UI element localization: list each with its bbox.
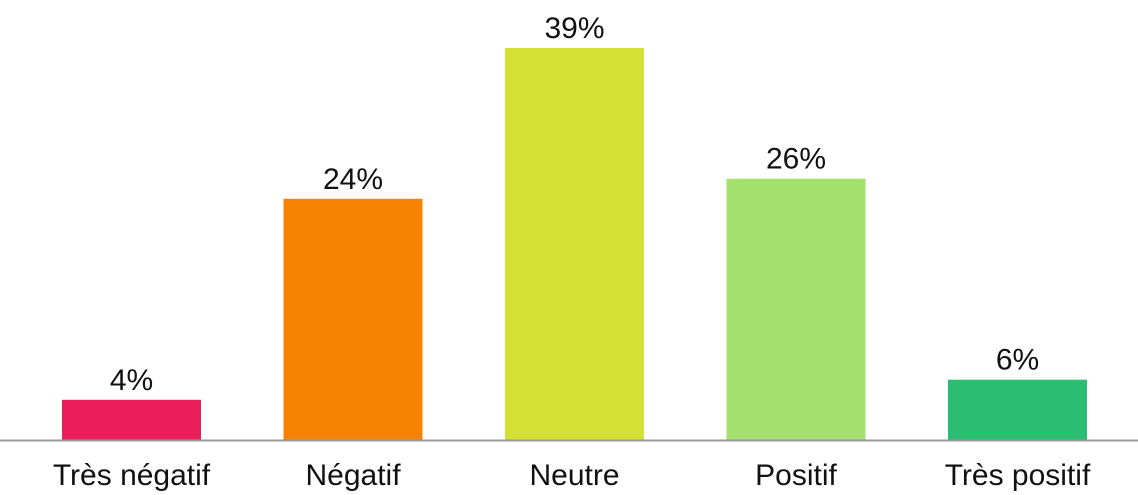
x-tick-label-1: Très négatif bbox=[53, 459, 211, 492]
data-labels-group: 4% 24% 39% 26% 6% bbox=[110, 12, 1039, 397]
data-label-2: 24% bbox=[323, 163, 383, 196]
data-label-5: 6% bbox=[996, 344, 1039, 377]
x-tick-label-4: Positif bbox=[755, 459, 837, 492]
bar-4 bbox=[726, 178, 866, 440]
bar-2 bbox=[283, 198, 423, 440]
bars-group bbox=[62, 48, 1087, 440]
data-label-4: 26% bbox=[766, 143, 826, 176]
bar-5 bbox=[948, 379, 1087, 440]
bar-3 bbox=[505, 48, 644, 440]
x-tick-label-3: Neutre bbox=[529, 459, 619, 492]
data-label-3: 39% bbox=[544, 12, 604, 45]
x-tick-label-5: Très positif bbox=[945, 459, 1091, 492]
x-tick-labels-group: Très négatif Négatif Neutre Positif Très pos… bbox=[53, 459, 1091, 492]
x-tick-label-2: Négatif bbox=[305, 459, 401, 492]
data-label-1: 4% bbox=[110, 364, 153, 397]
bar-1 bbox=[62, 399, 201, 440]
